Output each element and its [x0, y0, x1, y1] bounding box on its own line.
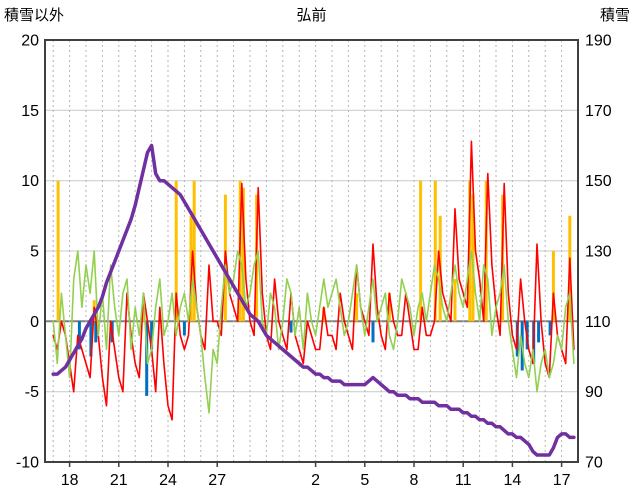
- x-axis-tick-label: 11: [455, 472, 472, 489]
- precipitation-bar: [182, 321, 186, 336]
- right-axis-title: 積雪: [599, 7, 630, 24]
- left-axis-tick-label: 0: [30, 314, 39, 331]
- sunshine-bar: [471, 194, 475, 322]
- chart-series: [51, 140, 576, 457]
- sunshine-bar: [241, 187, 245, 322]
- precipitation-bar: [94, 321, 98, 343]
- series-temperature-line: [52, 140, 575, 421]
- right-axis-tick-label: 70: [585, 455, 603, 472]
- x-axis-tick-label: 8: [410, 472, 419, 489]
- x-axis-tick-label: 14: [504, 472, 522, 489]
- x-axis-tick-label: 18: [61, 472, 79, 489]
- x-axis-tick-label: 24: [159, 472, 177, 489]
- precipitation-bar: [537, 321, 541, 343]
- sunshine-bar: [355, 293, 359, 322]
- sunshine-bar: [387, 293, 391, 322]
- right-axis-tick-label: 130: [585, 244, 612, 261]
- chart-grid: [45, 39, 579, 463]
- x-axis-tick-label: 5: [360, 472, 369, 489]
- precipitation-bar: [548, 321, 552, 336]
- right-axis-tick-label: 170: [585, 103, 612, 120]
- sunshine-bar: [419, 180, 423, 322]
- precipitation-bar: [150, 321, 154, 350]
- right-axis-tick-label: 110: [585, 314, 611, 331]
- plot-border: [44, 39, 579, 463]
- left-axis-tick-label: -5: [25, 384, 39, 401]
- x-axis-tick-label: 21: [110, 472, 128, 489]
- series-snow_depth-line: [51, 143, 576, 457]
- sunshine-bar: [453, 279, 457, 322]
- sunshine-bar: [551, 251, 555, 322]
- chart-axes: 20 15 10 5 0 -5 -10 190 170 150 130 110 90 70 18 21 24 27…: [16, 33, 612, 490]
- right-axis-tick-label: 90: [585, 384, 603, 401]
- sunshine-bar: [433, 180, 437, 322]
- x-axis-tick-label: 2: [311, 472, 320, 489]
- precipitation-bar: [371, 321, 375, 343]
- sunshine-bar: [468, 180, 472, 322]
- x-axis-tick-label: 17: [553, 472, 571, 489]
- precipitation-bar: [89, 321, 93, 357]
- left-axis-tick-label: 20: [21, 33, 39, 50]
- right-axis-tick-label: 190: [585, 33, 612, 50]
- precipitation-bar: [289, 321, 293, 333]
- left-axis-tick-label: 15: [21, 103, 39, 120]
- series-green-line: [52, 250, 575, 414]
- left-axis-tick-label: 5: [30, 244, 39, 261]
- sunshine-bar: [192, 180, 196, 322]
- sunshine-bar: [56, 180, 60, 322]
- sunshine-bar: [141, 307, 145, 322]
- right-axis-tick-label: 150: [585, 173, 612, 190]
- left-axis-tick-label: 10: [21, 173, 39, 190]
- left-axis-tick-label: -10: [16, 455, 39, 472]
- left-axis-title: 積雪以外: [4, 7, 65, 24]
- sunshine-bar: [174, 180, 178, 322]
- x-axis-tick-label: 27: [208, 472, 226, 489]
- precipitation-bar: [77, 321, 81, 350]
- chart-title: 弘前: [296, 7, 327, 24]
